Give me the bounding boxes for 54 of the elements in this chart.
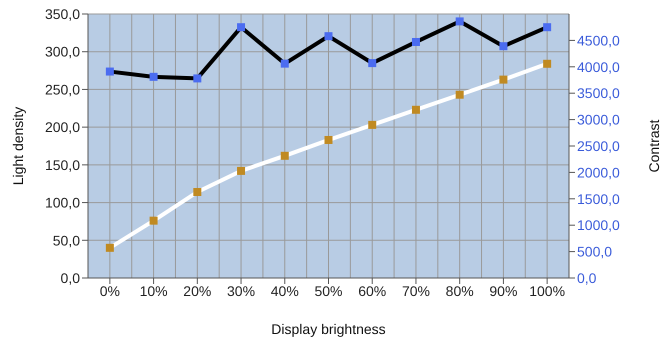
x-tick-label: 90%	[489, 282, 518, 299]
point	[368, 120, 376, 129]
y2-tick-label: 500,0	[577, 244, 612, 260]
y-tick-label: 50,0	[52, 232, 80, 248]
y-tick-label: 300,0	[44, 44, 80, 60]
y2-axis-title: Contrast	[646, 119, 662, 172]
point	[412, 106, 420, 114]
point	[368, 59, 376, 68]
point	[543, 60, 552, 68]
y-tick-label: 0,0	[60, 270, 80, 286]
x-tick-label: 0%	[100, 282, 120, 299]
x-tick-label: 10%	[140, 282, 168, 299]
x-tick-label: 100%	[529, 282, 566, 299]
point	[324, 136, 332, 144]
point	[106, 68, 114, 76]
point	[543, 23, 552, 32]
point	[193, 74, 202, 82]
y2-tick-label: 0,0	[577, 270, 597, 286]
point	[456, 90, 464, 99]
point	[280, 152, 289, 160]
y-tick-label: 250,0	[44, 81, 80, 98]
y2-tick-label: 1000,0	[577, 217, 620, 234]
point	[499, 76, 508, 84]
y2-tick-label: 3000,0	[577, 112, 620, 128]
x-tick-label: 20%	[183, 282, 212, 299]
y2-tick-label: 4500,0	[577, 32, 620, 48]
y-tick-label: 100,0	[44, 194, 80, 211]
x-tick-label: 80%	[446, 282, 474, 299]
y2-tick-label: 2000,0	[577, 164, 620, 180]
x-tick-label: 40%	[270, 282, 299, 299]
y-axis-title: Light density	[10, 106, 26, 186]
point	[456, 17, 464, 26]
y-tick-label: 350,0	[44, 6, 80, 22]
y2-tick-label: 1500,0	[577, 190, 620, 207]
x-axis-title: Display brightness	[271, 321, 386, 337]
point	[150, 72, 158, 81]
y2-tick-label: 3500,0	[577, 85, 620, 102]
y-tick-label: 150,0	[44, 156, 80, 173]
y2-tick-label: 2500,0	[577, 138, 620, 154]
x-tick-label: 60%	[358, 282, 386, 299]
x-tick-label: 70%	[402, 282, 430, 299]
point	[237, 166, 246, 175]
point	[412, 38, 420, 46]
point	[193, 188, 202, 196]
y2-tick-label: 4000,0	[577, 58, 620, 75]
point	[499, 42, 508, 50]
point	[106, 244, 114, 252]
y-tick-label: 200,0	[44, 119, 80, 136]
point	[237, 23, 246, 32]
x-tick-label: 30%	[227, 282, 256, 299]
x-tick-label: 50%	[314, 282, 343, 299]
point	[324, 32, 332, 40]
point	[280, 60, 289, 68]
point	[150, 216, 158, 225]
